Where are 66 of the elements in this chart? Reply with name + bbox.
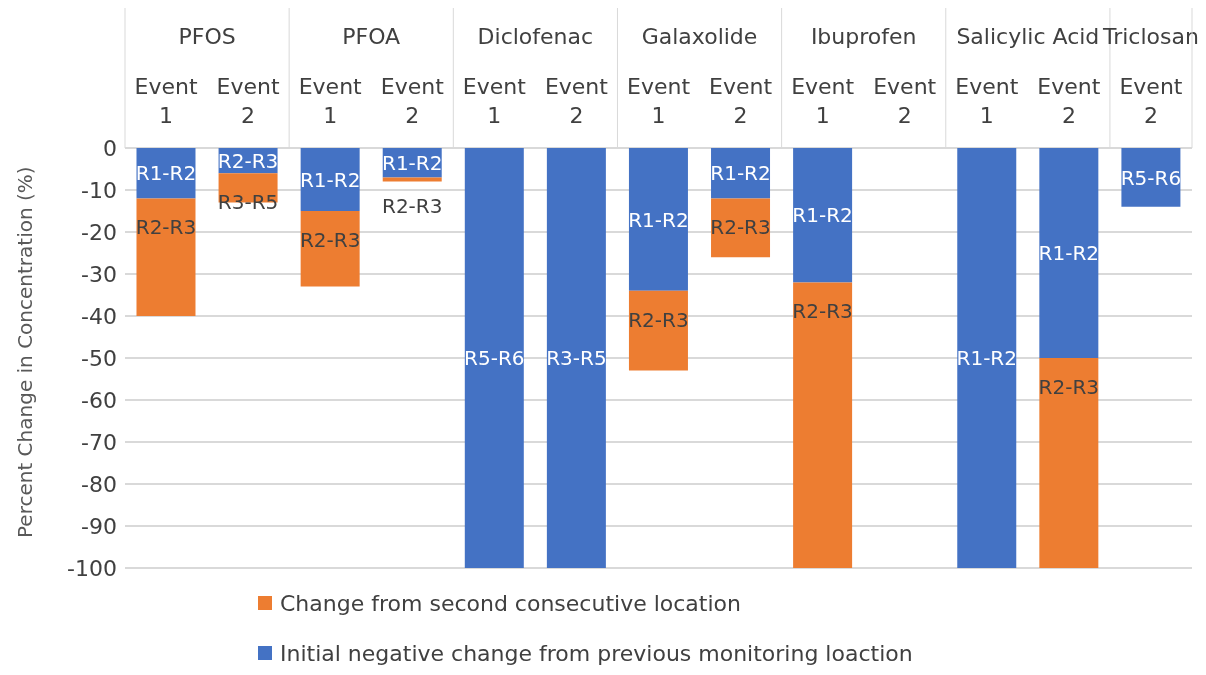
y-axis-title: Percent Change in Concentration (%) xyxy=(13,166,38,538)
bar xyxy=(793,148,853,283)
y-tick-label: -60 xyxy=(81,387,117,413)
data-label: R1-R2 xyxy=(135,161,197,186)
data-label: R1-R2 xyxy=(628,207,689,232)
text: Diclofenac xyxy=(477,24,594,49)
data-label: R3-R5 xyxy=(546,346,607,371)
bar xyxy=(300,211,360,287)
y-tick-label: 0 xyxy=(103,135,117,161)
y-tick-label: -30 xyxy=(81,261,117,287)
data-label: R1-R2 xyxy=(710,161,771,186)
legend-label: Initial negative change from previous monitoring loaction xyxy=(280,640,913,666)
x-tick-label: Event 1 xyxy=(462,74,527,128)
x-tick-label: Event 1 xyxy=(134,74,198,128)
bar xyxy=(464,148,524,568)
x-tick-label: Event 1 xyxy=(955,74,1019,128)
x-tick-label: Event 1 xyxy=(791,74,855,128)
bar xyxy=(957,148,1017,568)
bar xyxy=(1039,148,1099,358)
text: Ibuprofen xyxy=(810,24,917,49)
x-tick-label: Event 2 xyxy=(873,74,937,128)
text: PFOS xyxy=(178,24,236,49)
data-label: R1-R2 xyxy=(956,346,1017,371)
data-label: R2-R3 xyxy=(792,299,853,324)
text: Galaxolide xyxy=(641,24,758,49)
data-label: R1-R2 xyxy=(1038,241,1100,266)
text: Salicylic Acid xyxy=(956,24,1100,49)
y-tick-label: -80 xyxy=(81,471,117,497)
y-tick-label: -90 xyxy=(81,513,117,539)
y-tick-label: -40 xyxy=(81,303,117,329)
bar xyxy=(628,290,688,371)
data-label: R5-R6 xyxy=(464,346,525,371)
data-label: R2-R3 xyxy=(628,307,689,332)
legend-label: Change from second consecutive location xyxy=(280,590,741,616)
bar xyxy=(1039,358,1099,568)
data-label: R2-R3 xyxy=(135,215,197,240)
data-label: R2-R3 xyxy=(381,194,443,219)
x-tick-label: Event 2 xyxy=(216,74,280,128)
data-label: R5-R6 xyxy=(1120,165,1182,190)
x-tick-label: Event 2 xyxy=(1119,74,1183,128)
x-tick-label: Event 2 xyxy=(709,74,773,128)
data-label: R2-R3 xyxy=(710,215,771,240)
x-tick-label: Event 2 xyxy=(1037,74,1101,128)
bar xyxy=(793,282,853,568)
x-tick-label: Event 1 xyxy=(298,74,363,128)
bar xyxy=(300,148,360,211)
x-tick-label: Event 2 xyxy=(380,74,445,128)
data-label: R2-R3 xyxy=(217,148,279,173)
y-tick-label: -20 xyxy=(81,219,117,245)
y-tick-label: -50 xyxy=(81,345,117,371)
data-label: R1-R2 xyxy=(381,150,443,175)
bar xyxy=(382,177,442,182)
bar xyxy=(136,198,196,316)
y-tick-label: -100 xyxy=(67,555,117,581)
data-label: R1-R2 xyxy=(299,167,361,192)
data-label: R2-R3 xyxy=(1038,375,1100,399)
text: PFOA xyxy=(342,24,401,49)
x-tick-label: Event 1 xyxy=(626,74,691,128)
data-label: R2-R3 xyxy=(299,228,361,252)
text: Triclosan xyxy=(1102,24,1199,49)
data-label: R1-R2 xyxy=(792,203,853,228)
y-tick-label: -70 xyxy=(81,429,117,455)
bar xyxy=(546,148,606,568)
bar xyxy=(628,148,688,291)
y-tick-label: -10 xyxy=(81,177,117,203)
x-tick-label: Event 2 xyxy=(544,74,609,128)
